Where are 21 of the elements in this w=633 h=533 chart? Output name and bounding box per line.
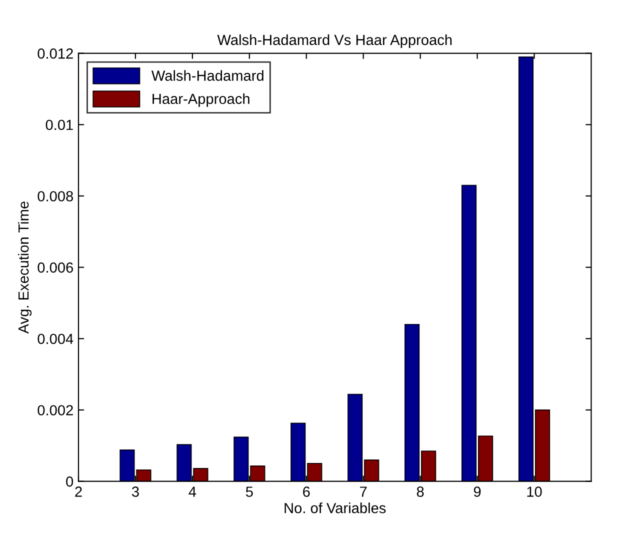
- y-tick-label: 0.004: [38, 334, 74, 344]
- legend-label: Haar-Approach: [152, 93, 250, 107]
- y-tick-label: 0.012: [38, 48, 73, 59]
- y-tick-label: 0.01: [46, 120, 73, 130]
- x-tick-label: 4: [188, 486, 196, 497]
- x-axis-title: No. of Variables: [284, 502, 386, 514]
- y-tick-label: 0.002: [38, 405, 73, 416]
- y-tick-label: 0.006: [38, 262, 73, 273]
- legend-label: Walsh-Hadamard: [151, 70, 264, 81]
- x-tick-label: 2: [75, 486, 82, 497]
- y-tick-label: 0.008: [38, 191, 73, 202]
- x-tick-label: 8: [416, 486, 424, 497]
- x-tick-label: 5: [246, 486, 253, 497]
- x-tick-label: 10: [527, 486, 542, 497]
- y-tick-label: 0: [66, 476, 74, 487]
- chart-title: Walsh-Hadamard Vs Haar Approach: [217, 34, 452, 48]
- x-tick-label: 6: [303, 486, 310, 497]
- y-axis-title: Avg. Execution Time: [18, 202, 32, 334]
- x-tick-label: 9: [474, 486, 481, 497]
- x-tick-label: 3: [132, 486, 139, 497]
- x-tick-label: 7: [360, 486, 367, 497]
